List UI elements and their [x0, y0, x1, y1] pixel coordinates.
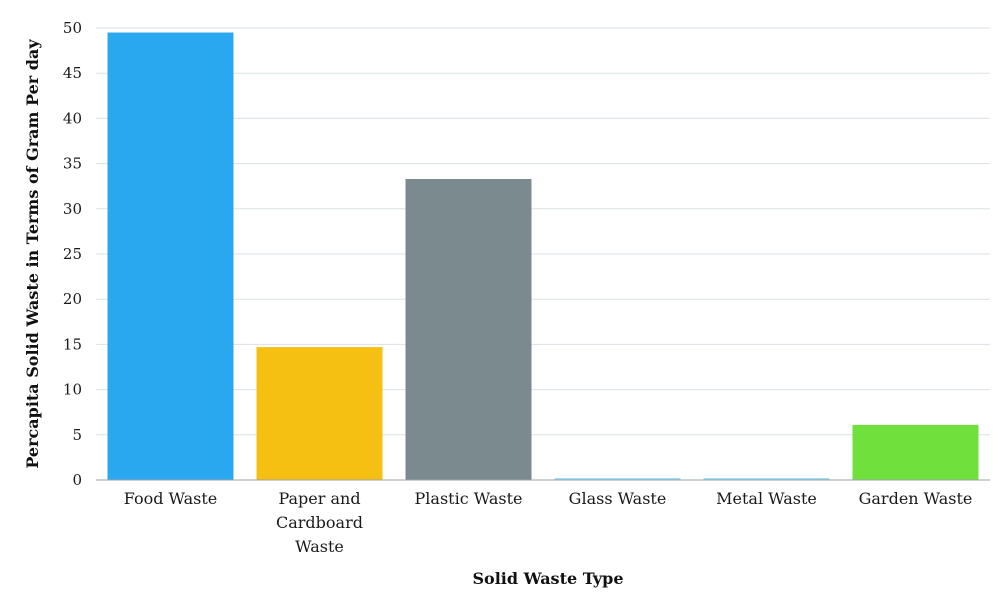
x-category-label-line: Waste — [295, 537, 344, 556]
y-tick-label: 10 — [63, 381, 82, 399]
x-category-label: Metal Waste — [716, 489, 817, 508]
x-category-label-line: Food Waste — [124, 489, 218, 508]
x-category-label-line: Paper and — [278, 489, 360, 508]
bar — [852, 424, 979, 480]
y-tick-label: 5 — [72, 426, 82, 444]
x-category-label-line: Glass Waste — [569, 489, 667, 508]
bar — [107, 32, 234, 481]
y-tick-label: 50 — [63, 19, 82, 37]
bar — [703, 478, 830, 480]
bar — [554, 478, 681, 480]
y-tick-label: 20 — [63, 290, 82, 308]
bar — [405, 178, 532, 480]
x-category-label-line: Garden Waste — [859, 489, 973, 508]
y-tick-label: 45 — [63, 64, 82, 82]
y-tick-label: 40 — [63, 109, 82, 127]
x-axis-categories: Food Waste Paper and Cardboard Waste Plastic… — [124, 489, 973, 556]
y-tick-label: 35 — [63, 155, 82, 173]
x-category-label-line: Cardboard — [276, 513, 363, 532]
y-tick-label: 25 — [63, 245, 82, 263]
x-category-label: Garden Waste — [859, 489, 973, 508]
x-category-label: Glass Waste — [569, 489, 667, 508]
gridlines — [96, 27, 990, 436]
y-tick-label: 0 — [72, 471, 82, 489]
x-category-label-line: Plastic Waste — [415, 489, 523, 508]
y-axis-ticks: 0 5 10 15 20 25 30 35 40 45 50 — [63, 19, 82, 489]
x-category-label: Paper and Cardboard Waste — [276, 489, 363, 556]
y-tick-label: 30 — [63, 200, 82, 218]
x-axis-title: Solid Waste Type — [472, 569, 623, 588]
x-category-label: Food Waste — [124, 489, 218, 508]
y-axis-title: Percapita Solid Waste in Terms of Gram P… — [23, 39, 42, 469]
y-tick-label: 15 — [63, 335, 82, 353]
bar — [256, 347, 383, 480]
x-category-label: Plastic Waste — [415, 489, 523, 508]
bars — [107, 32, 979, 481]
x-category-label-line: Metal Waste — [716, 489, 817, 508]
